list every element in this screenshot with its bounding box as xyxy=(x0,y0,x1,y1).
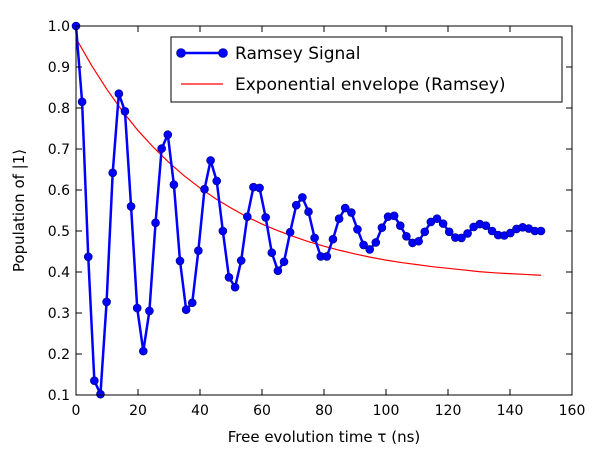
data-point xyxy=(279,257,289,267)
y-tick-label: 1.0 xyxy=(48,19,70,35)
x-tick-label: 0 xyxy=(72,403,81,419)
legend-label-exponential-envelope: Exponential envelope (Ramsey) xyxy=(235,75,506,95)
x-tick-label: 60 xyxy=(253,403,271,419)
data-point xyxy=(224,273,234,282)
data-point xyxy=(414,236,423,246)
data-point xyxy=(310,233,319,243)
y-tick-label: 0.8 xyxy=(48,101,70,117)
legend-box xyxy=(170,36,563,103)
data-point xyxy=(218,226,228,236)
data-point xyxy=(432,214,442,223)
x-tick-label: 140 xyxy=(497,403,524,419)
legend-marker xyxy=(218,48,228,58)
data-point xyxy=(444,227,454,237)
y-tick-label: 0.2 xyxy=(48,347,70,363)
data-point xyxy=(457,233,466,243)
data-point xyxy=(194,246,203,255)
data-point xyxy=(420,227,430,237)
data-point xyxy=(126,202,136,211)
data-point xyxy=(536,226,546,236)
data-point xyxy=(506,228,515,238)
y-tick-label: 0.1 xyxy=(48,388,70,404)
data-point xyxy=(402,232,411,241)
y-tick-label: 0.6 xyxy=(48,183,70,199)
legend-label-ramsey-signal: Ramsey Signal xyxy=(235,44,360,64)
y-tick-label: 0.5 xyxy=(48,224,70,240)
data-point xyxy=(236,256,246,265)
data-point xyxy=(102,297,111,307)
data-point xyxy=(481,221,491,230)
legend-entry-ramsey-signal: Ramsey Signal xyxy=(176,44,360,64)
data-point xyxy=(175,256,185,266)
y-tick-label: 0.9 xyxy=(48,60,70,76)
data-point xyxy=(267,248,277,258)
x-tick-label: 20 xyxy=(129,403,147,419)
y-axis-label: Population of |1⟩ xyxy=(10,149,28,272)
x-tick-label: 120 xyxy=(435,403,462,419)
data-point xyxy=(438,219,448,228)
legend-entry-exponential-envelope: Exponential envelope (Ramsey) xyxy=(181,75,506,95)
data-point xyxy=(389,211,399,221)
data-point xyxy=(340,203,350,213)
data-point xyxy=(169,180,179,189)
data-point xyxy=(298,193,307,202)
x-tick-labels: 0 20 40 60 80 100 120 140 160 xyxy=(72,403,586,419)
data-point xyxy=(291,200,301,210)
x-tick-label: 40 xyxy=(191,403,209,419)
data-point xyxy=(285,227,295,237)
data-point xyxy=(243,212,252,221)
data-point xyxy=(359,240,368,250)
legend-marker xyxy=(176,48,186,58)
x-axis-label: Free evolution time τ (ns) xyxy=(228,428,421,446)
data-point xyxy=(487,226,497,236)
data-point xyxy=(163,130,173,139)
legend: Ramsey Signal Exponential envelope (Rams… xyxy=(170,36,563,103)
data-point xyxy=(151,218,160,228)
data-point xyxy=(212,176,222,186)
y-tick-labels: 0.1 0.2 0.3 0.4 0.5 0.6 0.7 0.8 0.9 1.0 xyxy=(48,19,70,404)
data-point xyxy=(353,225,362,234)
data-point xyxy=(463,229,472,238)
data-point xyxy=(187,298,197,308)
data-point xyxy=(304,207,313,217)
data-point xyxy=(334,214,344,223)
data-point xyxy=(145,306,154,316)
data-point xyxy=(322,252,332,261)
data-point xyxy=(132,303,142,313)
data-point xyxy=(328,234,338,244)
data-point xyxy=(347,208,356,217)
series-line-exponential-envelope xyxy=(75,38,542,276)
y-tick-label: 0.4 xyxy=(48,265,70,281)
data-point xyxy=(114,89,124,98)
data-point xyxy=(365,245,374,254)
x-tick-label: 80 xyxy=(315,403,333,419)
data-point xyxy=(255,183,264,193)
data-point xyxy=(377,223,387,233)
data-point xyxy=(77,97,87,107)
plot-markers xyxy=(71,21,546,399)
data-point xyxy=(96,389,105,399)
axis-ticks xyxy=(75,25,573,396)
x-tick-label: 100 xyxy=(373,403,400,419)
y-tick-label: 0.3 xyxy=(48,306,70,322)
data-point xyxy=(139,346,148,356)
data-point xyxy=(371,238,381,247)
data-point xyxy=(90,376,99,385)
data-point xyxy=(83,252,93,262)
data-point xyxy=(261,213,270,222)
data-point xyxy=(206,156,215,165)
data-point xyxy=(181,305,191,315)
data-point xyxy=(200,184,209,194)
data-point xyxy=(230,282,240,292)
y-tick-label: 0.7 xyxy=(48,142,70,158)
data-point xyxy=(273,266,283,276)
data-point xyxy=(395,221,405,230)
data-point xyxy=(120,106,130,116)
x-tick-label: 160 xyxy=(559,403,586,419)
data-point xyxy=(108,168,118,178)
data-point xyxy=(157,144,166,153)
